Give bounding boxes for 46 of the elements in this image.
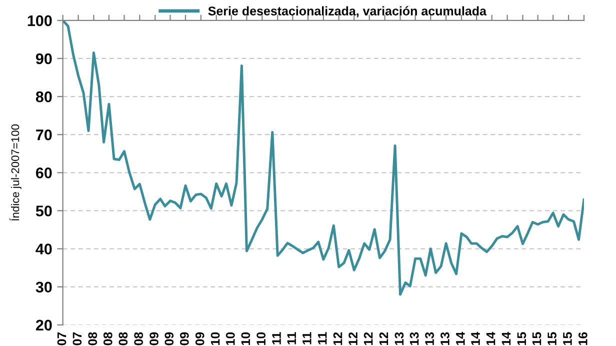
y-tick-label: 30 — [36, 282, 52, 293]
x-tick-label: 07 — [57, 332, 66, 346]
x-tick-label: 11 — [287, 332, 296, 344]
x-tick-label: 10 — [256, 332, 266, 345]
x-tick-label: 11 — [318, 332, 327, 344]
x-tick-label: 08 — [103, 332, 112, 346]
y-tick-label: 100 — [28, 15, 52, 26]
text: Serie desestacionalizada, variación acumulada — [208, 6, 487, 18]
x-tick-label: 11 — [272, 332, 281, 344]
x-tick-label: 13 — [394, 332, 404, 345]
x-tick-label: 07 — [72, 332, 82, 346]
x-tick-label: 08 — [134, 332, 144, 346]
x-tick-label: 11 — [302, 332, 312, 344]
x-tick-label: 13 — [410, 332, 419, 345]
y-tick-label: 70 — [36, 129, 52, 140]
x-tick-label: 09 — [164, 332, 174, 346]
x-tick-label: 08 — [88, 332, 98, 346]
y-tick-label: 20 — [36, 320, 52, 331]
x-tick-label: 09 — [195, 332, 204, 346]
y-tick-label: 50 — [36, 206, 52, 216]
x-tick-label: 12 — [348, 332, 358, 345]
x-tick-label: 13 — [440, 332, 450, 345]
x-tick-label: 14 — [486, 332, 496, 345]
x-tick-label: 12 — [333, 332, 342, 345]
x-tick-label: 12 — [379, 332, 388, 345]
x-tick-label: 09 — [180, 332, 189, 346]
x-tick-label: 15 — [517, 332, 526, 345]
x-tick-label: 15 — [532, 332, 542, 345]
y-tick-label: 90 — [36, 53, 52, 64]
x-tick-label: 15 — [548, 332, 556, 345]
y-tick-label: 40 — [36, 244, 52, 254]
y-tick-label: 60 — [36, 168, 52, 178]
x-tick-label: 14 — [471, 332, 480, 345]
x-tick-label: 14 — [456, 332, 465, 345]
x-tick-label: 14 — [502, 332, 511, 345]
x-tick-label: 15 — [563, 332, 572, 345]
x-tick-label: 08 — [118, 332, 128, 346]
x-tick-label: 10 — [210, 332, 220, 345]
x-tick-label: 10 — [241, 332, 250, 345]
x-tick-label: 09 — [150, 332, 158, 346]
x-tick-label: 13 — [425, 332, 434, 345]
y-tick-label: 80 — [36, 91, 52, 102]
x-tick-label: 10 — [226, 332, 235, 345]
x-tick-label: 16 — [578, 332, 588, 345]
x-tick-label: 12 — [364, 332, 373, 345]
y-axis-title: Índice jul-2007=100 — [9, 124, 22, 221]
